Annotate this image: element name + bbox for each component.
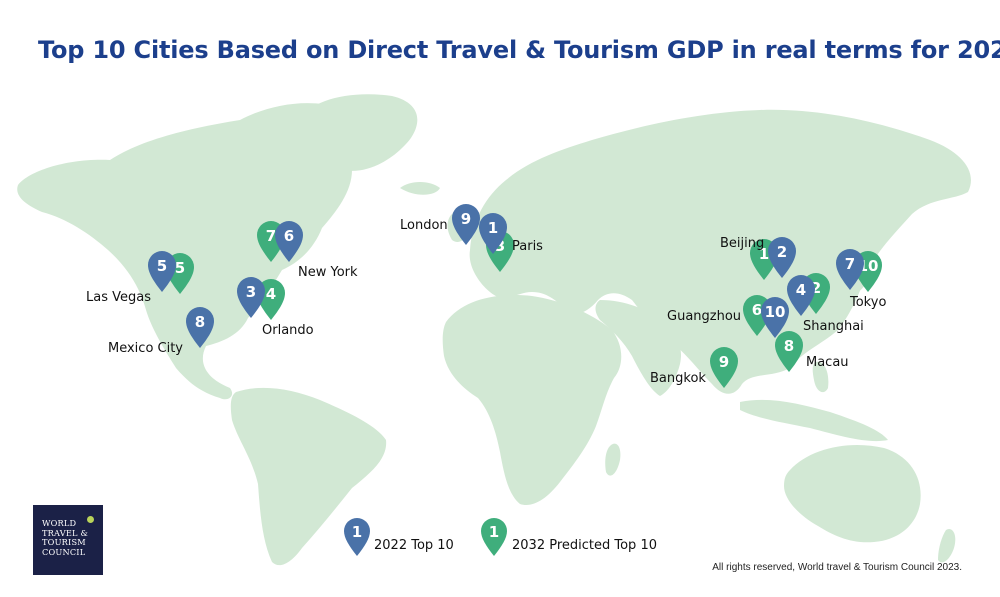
- city-label-paris: Paris: [512, 239, 543, 254]
- pin-2022-tokyo: 7: [836, 249, 864, 290]
- city-label-las-vegas: Las Vegas: [86, 290, 151, 305]
- legend-pin-2022: 1: [344, 518, 370, 556]
- legend-label-2022: 2022 Top 10: [374, 538, 454, 553]
- pin-2032-macau-rank: 8: [784, 337, 794, 355]
- land-new-zealand: [938, 528, 956, 563]
- pin-2022-shanghai-rank: 4: [796, 281, 806, 299]
- land-masses: [17, 94, 971, 566]
- logo-line-1: WORLD: [42, 518, 77, 528]
- pin-2022-tokyo-shape: [836, 249, 864, 290]
- pin-2032-shanghai-rank: 2: [811, 279, 821, 297]
- page-title: Top 10 Cities Based on Direct Travel & T…: [38, 36, 1000, 64]
- pin-2032-new-york-rank: 7: [266, 227, 276, 245]
- pin-2022-guangzhou-rank: 10: [765, 303, 786, 321]
- pin-2032-macau: 8: [775, 331, 803, 372]
- city-label-london: London: [400, 218, 448, 233]
- land-iceland: [400, 182, 440, 195]
- city-label-mexico-city: Mexico City: [108, 341, 183, 356]
- legend: 1 2022 Top 10 1 2032 Predicted Top 10: [344, 518, 657, 556]
- land-south-asia: [595, 300, 682, 396]
- land-south-america: [230, 387, 387, 566]
- land-madagascar: [605, 443, 621, 476]
- city-label-beijing: Beijing: [720, 236, 764, 251]
- pin-2022-shanghai-shape: [787, 275, 815, 316]
- pin-2032-las-vegas-rank: 5: [175, 259, 185, 277]
- land-greenland: [300, 94, 418, 171]
- pin-2032-bangkok: 9: [710, 347, 738, 388]
- land-indonesia: [740, 399, 888, 442]
- legend-number-2022: 1: [352, 523, 362, 541]
- pin-2022-london: 9: [452, 204, 480, 245]
- pin-2032-guangzhou-rank: 6: [752, 301, 762, 319]
- pin-2022-guangzhou-shape: [761, 297, 789, 338]
- pin-2022-orlando-rank: 3: [246, 283, 256, 301]
- land-north-america: [17, 103, 364, 400]
- city-label-guangzhou: Guangzhou: [667, 309, 741, 324]
- legend-label-2032: 2032 Predicted Top 10: [512, 538, 657, 553]
- pin-2022-tokyo-rank: 7: [845, 255, 855, 273]
- pin-2022-beijing-rank: 2: [777, 243, 787, 261]
- pin-2032-beijing-rank: 1: [759, 245, 769, 263]
- legend-number-2032: 1: [489, 523, 499, 541]
- city-label-macau: Macau: [806, 355, 849, 370]
- pin-2032-paris-rank: 3: [495, 237, 505, 255]
- pin-2022-guangzhou: 10: [761, 297, 789, 338]
- logo-line-3: TOURISM: [42, 537, 86, 548]
- land-africa: [442, 295, 622, 506]
- city-label-new-york: New York: [298, 265, 358, 280]
- pin-2022-new-york-shape: [275, 221, 303, 262]
- pin-2022-paris-rank: 1: [488, 219, 498, 237]
- pin-2022-las-vegas-shape: [148, 251, 176, 292]
- city-label-shanghai: Shanghai: [803, 319, 864, 334]
- logo-leaf-icon: [87, 516, 94, 523]
- pin-2022-orlando: 3: [237, 277, 265, 318]
- pin-2022-paris: 1: [479, 213, 507, 254]
- city-labels: London Paris New York Orlando Las Vegas Mexic…: [86, 218, 886, 386]
- pin-2032-bangkok-rank: 9: [719, 353, 729, 371]
- city-label-bangkok: Bangkok: [650, 371, 706, 386]
- pin-2032-orlando-rank: 4: [266, 285, 276, 303]
- pin-2022-las-vegas: 5: [148, 251, 176, 292]
- copyright-notice: All rights reserved, World travel & Tour…: [712, 562, 962, 573]
- pin-2022-shanghai: 4: [787, 275, 815, 316]
- land-philippines: [812, 361, 829, 393]
- pin-2022-beijing: 2: [768, 237, 796, 278]
- pin-2032-bangkok-shape: [710, 347, 738, 388]
- pin-2022-new-york: 6: [275, 221, 303, 262]
- pin-2022-new-york-rank: 6: [284, 227, 294, 245]
- logo-line-2: TRAVEL &: [42, 527, 88, 538]
- city-label-orlando: Orlando: [262, 323, 314, 338]
- pin-2022-mexico-city-shape: [186, 307, 214, 348]
- pin-2022-mexico-city-rank: 8: [195, 313, 205, 331]
- wttc-logo: WORLD TRAVEL & TOURISM COUNCIL: [33, 505, 103, 575]
- city-label-tokyo: Tokyo: [849, 295, 886, 310]
- pin-2022-london-rank: 9: [461, 210, 471, 228]
- pin-2032-macau-shape: [775, 331, 803, 372]
- logo-line-4: COUNCIL: [42, 546, 86, 557]
- pin-2022-las-vegas-rank: 5: [157, 257, 167, 275]
- pin-2022-london-shape: [452, 204, 480, 245]
- pin-2022-orlando-shape: [237, 277, 265, 318]
- pin-2022-mexico-city: 8: [186, 307, 214, 348]
- land-eurasia: [469, 109, 971, 394]
- land-australia: [784, 444, 921, 543]
- pin-2022-paris-shape: [479, 213, 507, 254]
- legend-pin-2032: 1: [481, 518, 507, 556]
- pin-2022-beijing-shape: [768, 237, 796, 278]
